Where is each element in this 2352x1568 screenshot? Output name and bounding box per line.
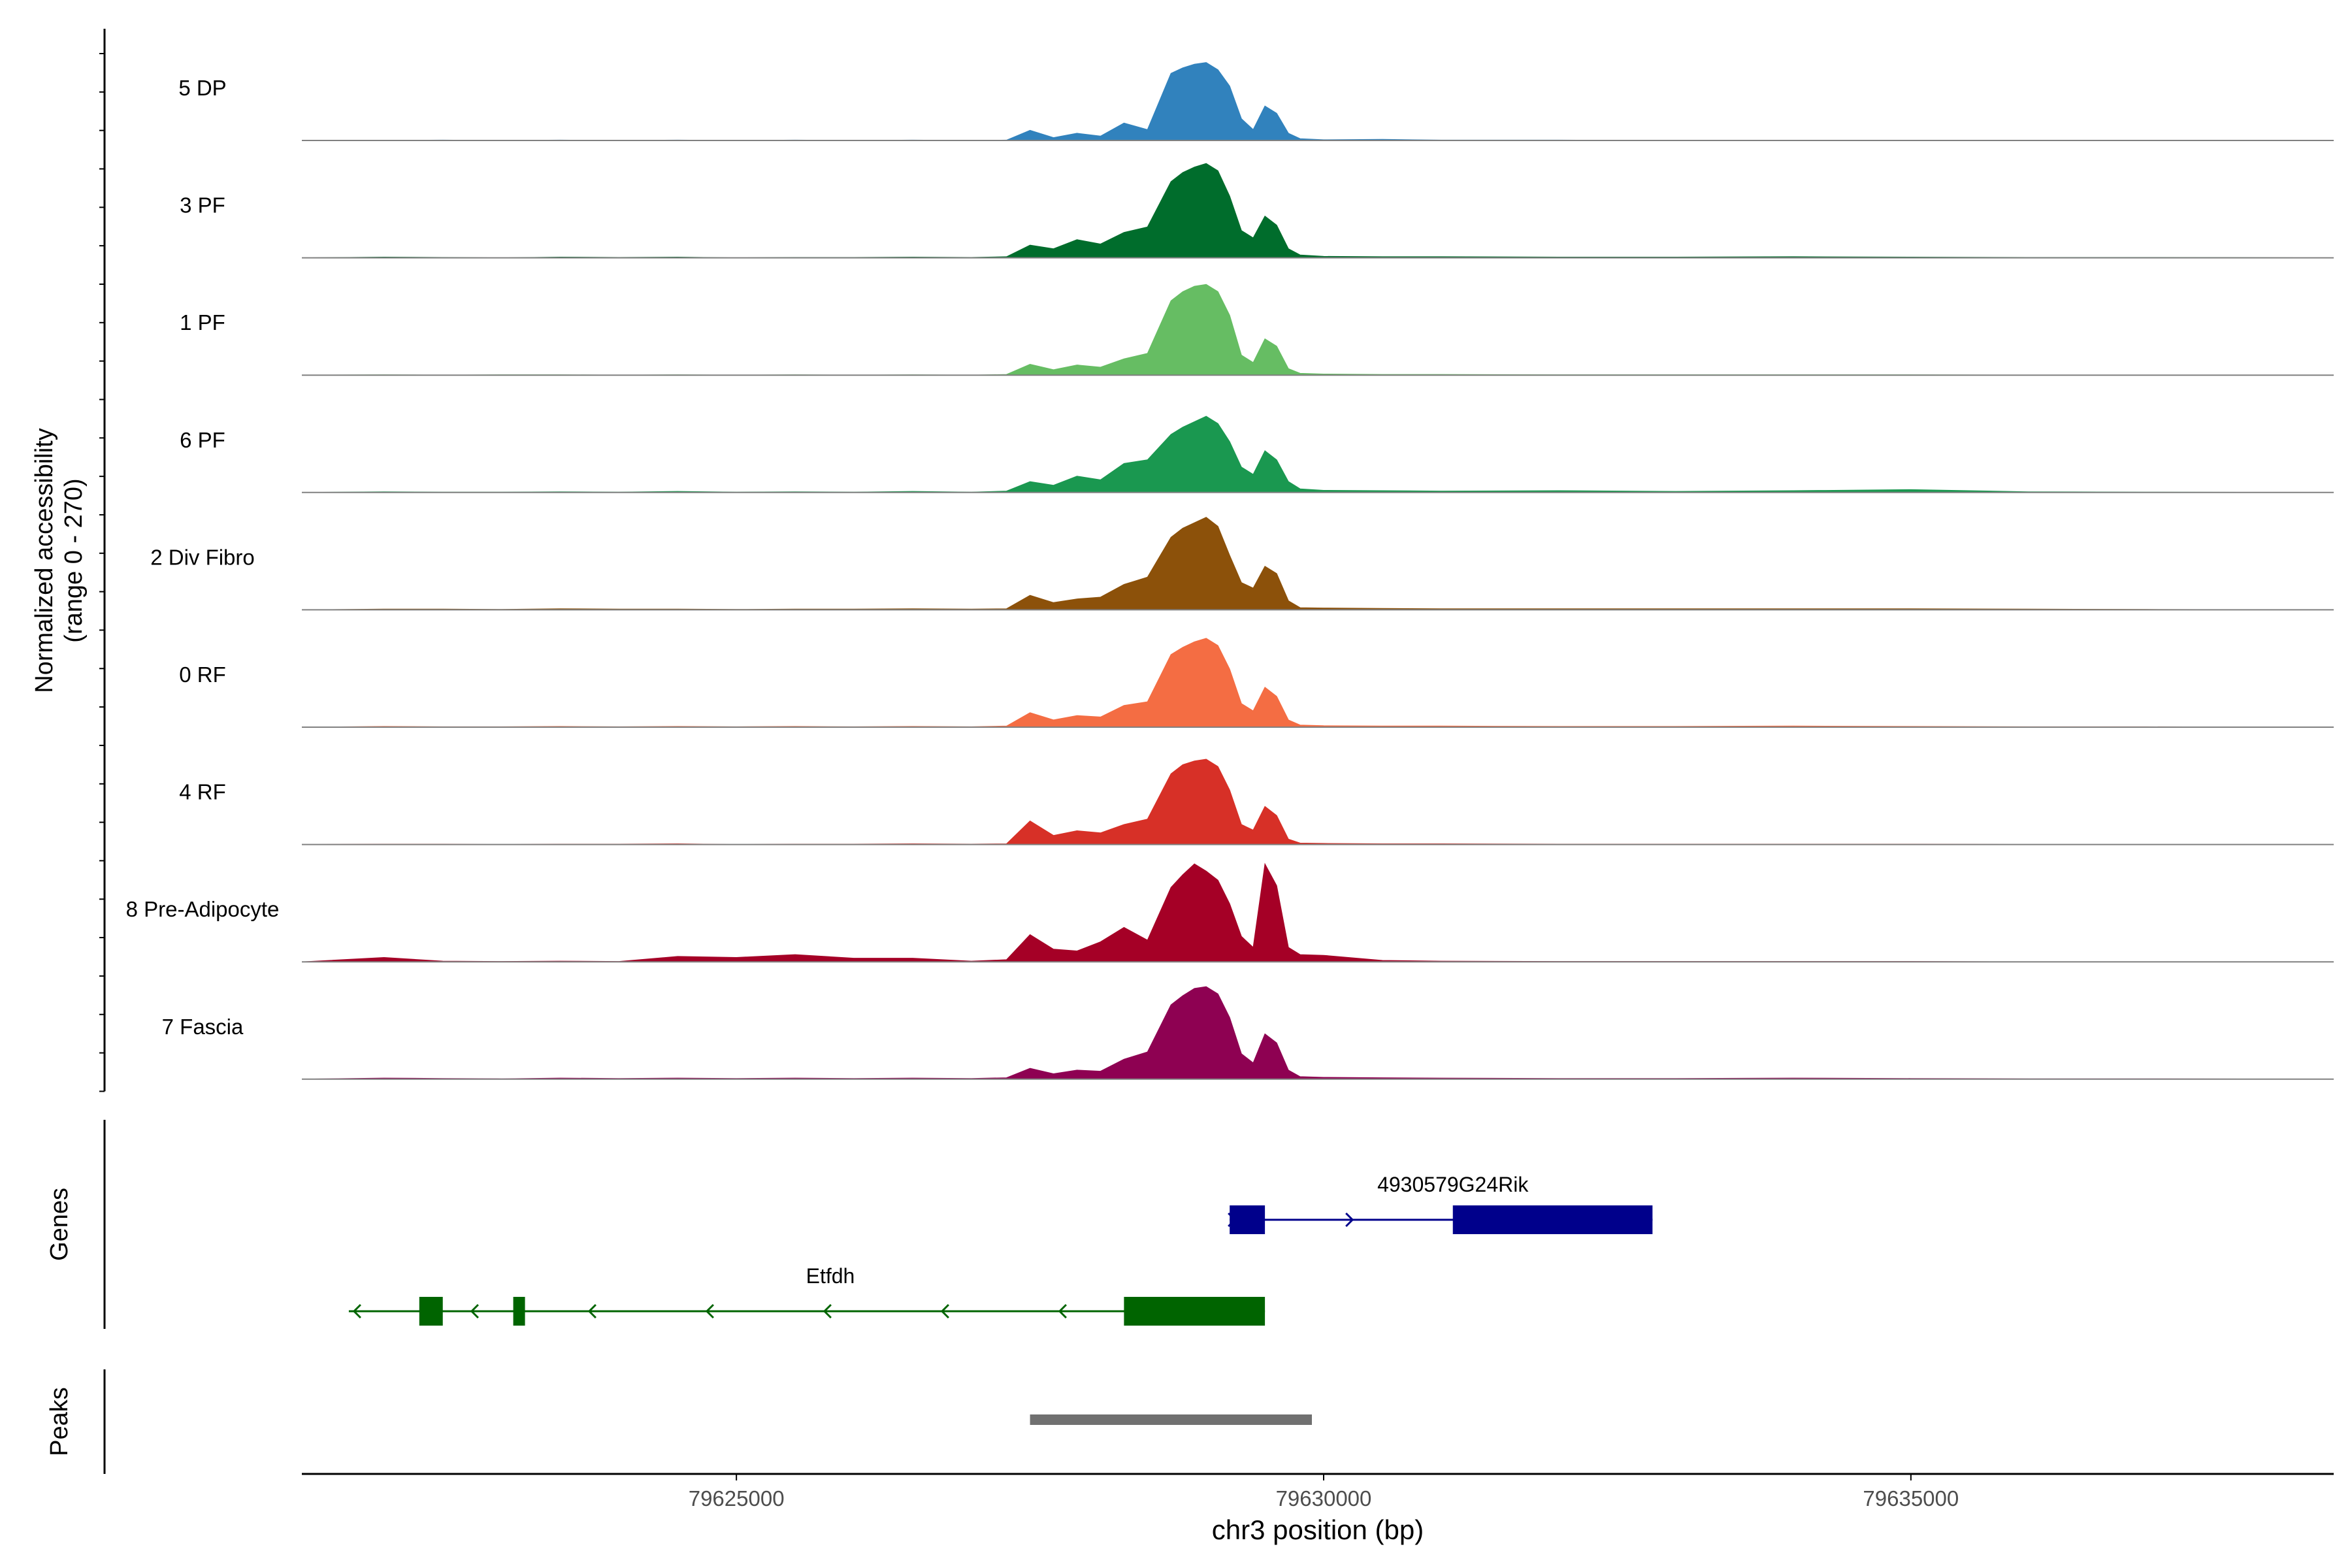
track-label: 8 Pre-Adipocyte (126, 897, 280, 921)
strand-arrow (823, 1303, 832, 1319)
strand-arrow (470, 1303, 479, 1319)
strand-arrow (705, 1303, 714, 1319)
track-label: 1 PF (180, 310, 225, 335)
strand-arrow (940, 1303, 949, 1319)
x-tick-label: 79635000 (1863, 1486, 1959, 1511)
track-8-pre-adipocyte: 8 Pre-Adipocyte (126, 862, 2334, 963)
strand-arrow (587, 1303, 596, 1319)
track-label: 4 RF (179, 780, 226, 804)
coverage-tracks: 5 DP 3 PF 1 PF 6 PF 2 Div Fibro 0 RF 4 RF 8 Pre… (126, 62, 2334, 1080)
strand-arrow (1058, 1303, 1067, 1319)
x-tick-label: 79630000 (1276, 1486, 1372, 1511)
x-axis: 79625000 79630000 79635000 (689, 1474, 1959, 1511)
track-label: 0 RF (179, 662, 226, 687)
track-0-rf: 0 RF (179, 638, 2334, 728)
gene-etfdh: Etfdh (348, 1264, 1266, 1326)
track-label: 7 Fascia (162, 1015, 244, 1039)
track-3-pf: 3 PF (180, 163, 2334, 259)
genes-panel-label: Genes (46, 1188, 73, 1261)
gene-annotations: 4930579G24Rik Etfdh (348, 1173, 1653, 1326)
strand-arrow (352, 1303, 361, 1319)
strand-arrow (1345, 1212, 1354, 1228)
track-6-pf: 6 PF (180, 416, 2334, 493)
track-label: 5 DP (178, 76, 226, 100)
track-label: 3 PF (180, 193, 225, 218)
peak-regions (1030, 1414, 1313, 1425)
track-label: 6 PF (180, 428, 225, 452)
gene-exon (1230, 1205, 1266, 1234)
x-tick-label: 79625000 (689, 1486, 785, 1511)
coverage-y-label-line1: Normalized accessibility (31, 428, 58, 693)
gene-exon (1452, 1205, 1653, 1234)
coverage-area (301, 986, 2334, 1080)
gene-label: Etfdh (806, 1264, 855, 1288)
gene-exon (419, 1297, 443, 1326)
gene-exon (1124, 1297, 1266, 1326)
gene-label: 4930579G24Rik (1377, 1173, 1529, 1196)
gene-4930579g24rik: 4930579G24Rik (1228, 1173, 1653, 1234)
track-label: 2 Div Fibro (150, 545, 255, 569)
track-2-div-fibro: 2 Div Fibro (150, 517, 2334, 611)
x-axis-label: chr3 position (bp) (1212, 1514, 1424, 1545)
track-4-rf: 4 RF (179, 759, 2334, 845)
coverage-y-label-line2: (range 0 - 270) (60, 478, 88, 642)
coverage-y-axis (99, 29, 106, 1092)
peaks-panel-label: Peaks (46, 1387, 73, 1456)
gene-exon (513, 1297, 525, 1326)
peak-bar (1030, 1414, 1313, 1425)
track-7-fascia: 7 Fascia (162, 986, 2334, 1080)
track-1-pf: 1 PF (180, 284, 2334, 376)
track-5-dp: 5 DP (178, 62, 2334, 141)
